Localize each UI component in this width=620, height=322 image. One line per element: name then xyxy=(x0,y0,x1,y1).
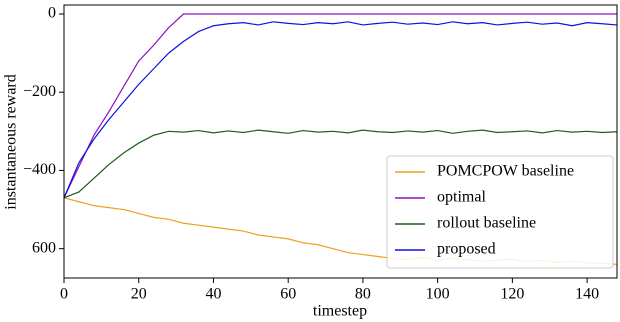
x-tick-label: 0 xyxy=(60,286,68,303)
line-series xyxy=(63,13,617,199)
y-tick-label: 600 xyxy=(32,239,56,256)
y-tick-label: −400 xyxy=(23,161,56,178)
legend-label: rollout baseline xyxy=(437,215,536,232)
y-tick-label: 0 xyxy=(48,5,56,22)
x-tick-label: 20 xyxy=(131,286,147,303)
x-tick-label: 80 xyxy=(355,286,371,303)
line-series xyxy=(63,21,618,199)
x-tick-label: 60 xyxy=(280,286,296,303)
x-tick-label: 40 xyxy=(205,286,221,303)
legend-label: proposed xyxy=(437,241,496,258)
legend-label: POMCPOW baseline xyxy=(437,163,574,180)
y-tick-label: −200 xyxy=(23,83,56,100)
x-tick-label: 140 xyxy=(575,286,599,303)
x-axis-label: timestep xyxy=(313,303,367,320)
legend-box xyxy=(386,155,614,269)
axes-frame xyxy=(63,4,618,279)
legend-label: optimal xyxy=(437,189,486,206)
x-tick-label: 100 xyxy=(426,286,450,303)
x-tick-label: 120 xyxy=(500,286,524,303)
line-series xyxy=(63,129,618,199)
y-axis-label: instantaneous reward xyxy=(3,74,20,210)
